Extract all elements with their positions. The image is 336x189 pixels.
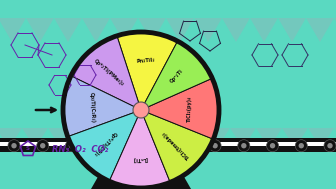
Circle shape bbox=[270, 143, 275, 148]
Wedge shape bbox=[141, 41, 212, 110]
Circle shape bbox=[126, 143, 132, 148]
Circle shape bbox=[97, 143, 103, 148]
Circle shape bbox=[123, 140, 135, 152]
Circle shape bbox=[299, 143, 304, 148]
Polygon shape bbox=[222, 18, 250, 42]
Wedge shape bbox=[63, 76, 141, 137]
Circle shape bbox=[212, 143, 218, 148]
Wedge shape bbox=[117, 32, 178, 110]
Text: Cp₂Ti(C₂R₂): Cp₂Ti(C₂R₂) bbox=[89, 92, 95, 123]
Text: [LₙTi]: [LₙTi] bbox=[132, 156, 148, 162]
Circle shape bbox=[37, 140, 49, 152]
Polygon shape bbox=[48, 128, 74, 148]
Polygon shape bbox=[54, 18, 82, 42]
Polygon shape bbox=[334, 128, 336, 148]
Circle shape bbox=[69, 143, 74, 148]
Circle shape bbox=[11, 143, 17, 148]
Polygon shape bbox=[306, 18, 334, 42]
Text: Cp*₂Ti(PMe₃)₂: Cp*₂Ti(PMe₃)₂ bbox=[93, 58, 125, 87]
Polygon shape bbox=[138, 18, 166, 42]
Polygon shape bbox=[282, 128, 308, 148]
Circle shape bbox=[184, 143, 189, 148]
Polygon shape bbox=[256, 128, 282, 148]
Text: S: S bbox=[26, 146, 30, 152]
Polygon shape bbox=[100, 128, 126, 148]
Polygon shape bbox=[178, 128, 204, 148]
Polygon shape bbox=[278, 18, 306, 42]
Circle shape bbox=[266, 140, 279, 152]
Circle shape bbox=[180, 140, 193, 152]
Polygon shape bbox=[204, 128, 230, 148]
Wedge shape bbox=[68, 110, 141, 181]
Polygon shape bbox=[194, 18, 222, 42]
Text: TiCl₂(py)₄: TiCl₂(py)₄ bbox=[187, 96, 193, 122]
Polygon shape bbox=[22, 128, 48, 148]
Polygon shape bbox=[126, 128, 152, 148]
Wedge shape bbox=[141, 110, 213, 182]
Circle shape bbox=[324, 140, 336, 152]
Circle shape bbox=[327, 143, 333, 148]
Polygon shape bbox=[230, 128, 256, 148]
Polygon shape bbox=[26, 18, 54, 42]
Circle shape bbox=[133, 102, 149, 118]
Polygon shape bbox=[0, 18, 26, 42]
Polygon shape bbox=[308, 128, 334, 148]
Circle shape bbox=[66, 140, 78, 152]
Text: Cpᴿ₂Ti: Cpᴿ₂Ti bbox=[169, 69, 184, 84]
Polygon shape bbox=[74, 128, 100, 148]
Circle shape bbox=[155, 143, 160, 148]
Polygon shape bbox=[250, 18, 278, 42]
Bar bbox=[0, 138, 336, 152]
Polygon shape bbox=[0, 128, 22, 148]
Wedge shape bbox=[109, 110, 170, 188]
Circle shape bbox=[241, 143, 247, 148]
Circle shape bbox=[40, 143, 45, 148]
Circle shape bbox=[209, 140, 221, 152]
Circle shape bbox=[94, 140, 106, 152]
Polygon shape bbox=[166, 18, 194, 42]
Text: Cp*₂Ti(CO)₂: Cp*₂Ti(CO)₂ bbox=[92, 130, 118, 157]
Circle shape bbox=[152, 140, 164, 152]
Polygon shape bbox=[152, 128, 178, 148]
Circle shape bbox=[238, 140, 250, 152]
Circle shape bbox=[8, 140, 20, 152]
Polygon shape bbox=[110, 18, 138, 42]
Text: Pn₂TiI₂: Pn₂TiI₂ bbox=[136, 58, 155, 64]
Bar bbox=[0, 142, 336, 146]
Polygon shape bbox=[82, 18, 110, 42]
Text: RN₃  O₂  CO₂: RN₃ O₂ CO₂ bbox=[52, 145, 108, 153]
Polygon shape bbox=[91, 140, 191, 189]
Polygon shape bbox=[334, 18, 336, 42]
Circle shape bbox=[295, 140, 307, 152]
Text: TiCl₂(tmeda)₂: TiCl₂(tmeda)₂ bbox=[161, 130, 191, 160]
Wedge shape bbox=[71, 36, 141, 110]
Wedge shape bbox=[141, 78, 219, 139]
